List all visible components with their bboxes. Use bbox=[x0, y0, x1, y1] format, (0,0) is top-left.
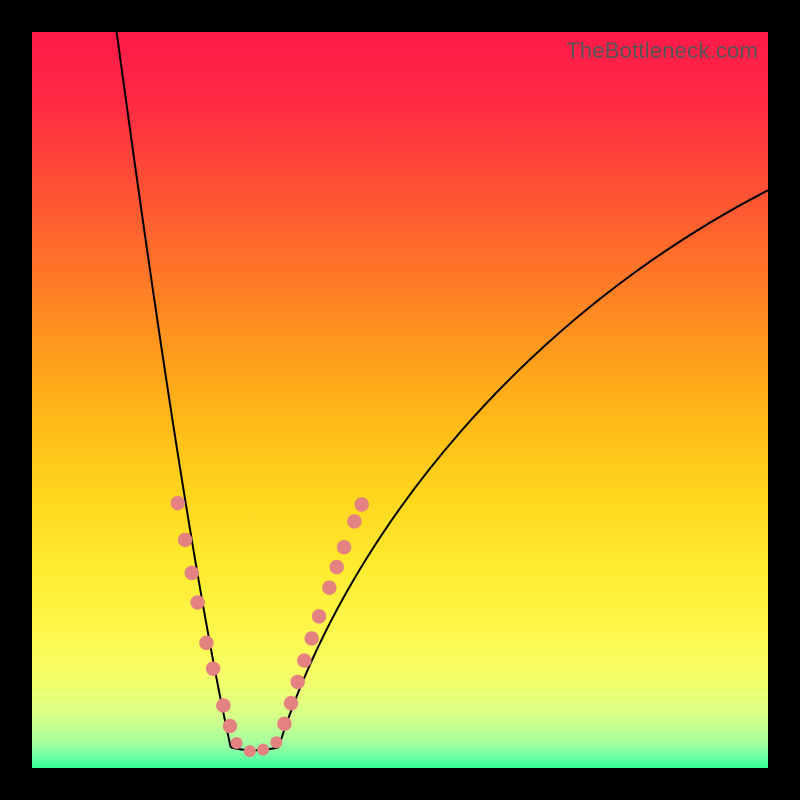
data-point bbox=[277, 717, 291, 731]
data-point bbox=[178, 533, 192, 547]
data-point bbox=[244, 745, 256, 757]
data-point bbox=[337, 540, 351, 554]
data-point bbox=[322, 580, 336, 594]
plot-area: TheBottleneck.com bbox=[32, 32, 768, 768]
data-point bbox=[290, 675, 304, 689]
data-point bbox=[231, 737, 243, 749]
data-point bbox=[199, 636, 213, 650]
data-point bbox=[284, 696, 298, 710]
data-point bbox=[185, 566, 199, 580]
data-markers bbox=[32, 32, 768, 768]
data-point bbox=[270, 736, 282, 748]
data-point bbox=[297, 653, 311, 667]
data-point bbox=[216, 698, 230, 712]
data-point bbox=[347, 514, 361, 528]
data-point bbox=[312, 609, 326, 623]
data-point bbox=[304, 631, 318, 645]
chart-frame: TheBottleneck.com bbox=[0, 0, 800, 800]
watermark-text: TheBottleneck.com bbox=[566, 38, 758, 64]
data-point bbox=[223, 719, 237, 733]
data-point bbox=[330, 560, 344, 574]
data-point bbox=[171, 496, 185, 510]
data-point bbox=[190, 595, 204, 609]
data-point bbox=[355, 497, 369, 511]
data-point bbox=[206, 661, 220, 675]
data-point bbox=[257, 744, 269, 756]
